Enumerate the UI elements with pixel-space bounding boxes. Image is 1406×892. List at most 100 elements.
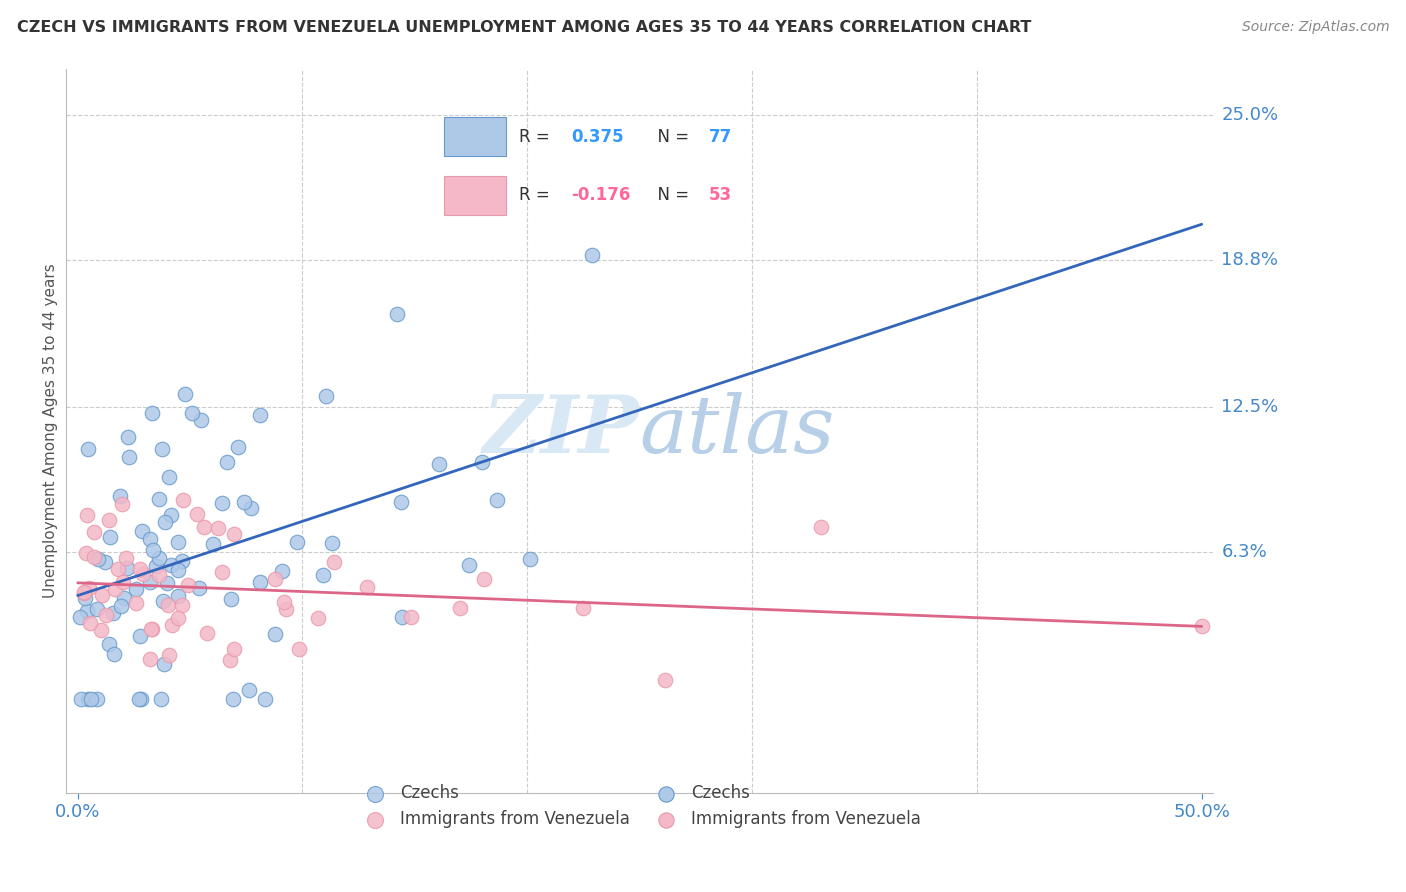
Immigrants from Venezuela bbox=[264, 572, 287, 586]
Czechs bbox=[108, 489, 131, 503]
Immigrants from Venezuela bbox=[97, 513, 120, 527]
Czechs bbox=[215, 455, 238, 469]
Czechs bbox=[98, 530, 121, 544]
Immigrants from Venezuela bbox=[83, 524, 105, 539]
Czechs bbox=[138, 533, 160, 547]
Legend: Czechs, Immigrants from Venezuela, Czechs, Immigrants from Venezuela: Czechs, Immigrants from Venezuela, Czech… bbox=[352, 777, 928, 835]
Immigrants from Venezuela bbox=[356, 580, 378, 594]
Czechs bbox=[93, 555, 115, 569]
Czechs bbox=[312, 568, 335, 582]
Czechs bbox=[128, 692, 150, 706]
Czechs bbox=[76, 692, 98, 706]
Immigrants from Venezuela bbox=[654, 673, 676, 687]
Czechs bbox=[228, 440, 250, 454]
Czechs bbox=[190, 413, 212, 427]
Czechs bbox=[117, 561, 139, 575]
Czechs bbox=[458, 558, 481, 572]
Immigrants from Venezuela bbox=[274, 602, 297, 616]
Czechs bbox=[202, 537, 225, 551]
Czechs bbox=[125, 582, 148, 597]
Immigrants from Venezuela bbox=[90, 588, 112, 602]
Immigrants from Venezuela bbox=[114, 551, 136, 566]
Immigrants from Venezuela bbox=[472, 572, 495, 586]
Czechs bbox=[427, 458, 450, 472]
Immigrants from Venezuela bbox=[219, 653, 242, 667]
Czechs bbox=[157, 470, 180, 484]
Czechs bbox=[103, 648, 125, 662]
Text: CZECH VS IMMIGRANTS FROM VENEZUELA UNEMPLOYMENT AMONG AGES 35 TO 44 YEARS CORREL: CZECH VS IMMIGRANTS FROM VENEZUELA UNEMP… bbox=[17, 20, 1031, 35]
Text: 12.5%: 12.5% bbox=[1222, 398, 1278, 417]
Czechs bbox=[471, 455, 494, 469]
Czechs bbox=[129, 629, 152, 643]
Immigrants from Venezuela bbox=[138, 652, 160, 666]
Immigrants from Venezuela bbox=[288, 642, 311, 657]
Immigrants from Venezuela bbox=[111, 575, 134, 590]
Czechs bbox=[149, 692, 172, 706]
Czechs bbox=[152, 594, 174, 608]
Czechs bbox=[129, 692, 152, 706]
Immigrants from Venezuela bbox=[96, 607, 118, 622]
Czechs bbox=[148, 551, 170, 566]
Czechs bbox=[160, 508, 183, 523]
Immigrants from Venezuela bbox=[104, 582, 127, 597]
Czechs bbox=[141, 406, 163, 420]
Immigrants from Venezuela bbox=[157, 599, 180, 613]
Czechs bbox=[166, 589, 188, 603]
Czechs bbox=[77, 442, 100, 457]
Immigrants from Venezuela bbox=[222, 526, 245, 541]
Czechs bbox=[581, 248, 603, 262]
Text: 25.0%: 25.0% bbox=[1222, 106, 1278, 124]
Czechs bbox=[145, 559, 167, 574]
Immigrants from Venezuela bbox=[177, 578, 200, 592]
Immigrants from Venezuela bbox=[132, 566, 155, 581]
Text: 6.3%: 6.3% bbox=[1222, 543, 1267, 561]
Immigrants from Venezuela bbox=[273, 594, 295, 608]
Immigrants from Venezuela bbox=[172, 599, 194, 613]
Czechs bbox=[86, 692, 108, 706]
Immigrants from Venezuela bbox=[75, 546, 97, 560]
Immigrants from Venezuela bbox=[160, 618, 183, 632]
Czechs bbox=[117, 450, 139, 464]
Czechs bbox=[181, 406, 204, 420]
Y-axis label: Unemployment Among Ages 35 to 44 years: Unemployment Among Ages 35 to 44 years bbox=[44, 263, 58, 598]
Czechs bbox=[156, 576, 179, 591]
Immigrants from Venezuela bbox=[1191, 619, 1213, 633]
Czechs bbox=[285, 535, 308, 549]
Czechs bbox=[270, 564, 292, 578]
Immigrants from Venezuela bbox=[197, 626, 219, 640]
Immigrants from Venezuela bbox=[73, 585, 96, 599]
Czechs bbox=[233, 495, 256, 509]
Text: 18.8%: 18.8% bbox=[1222, 251, 1278, 269]
Czechs bbox=[73, 591, 96, 605]
Immigrants from Venezuela bbox=[207, 521, 229, 535]
Immigrants from Venezuela bbox=[125, 596, 148, 610]
Czechs bbox=[387, 307, 409, 321]
Immigrants from Venezuela bbox=[141, 623, 163, 637]
Immigrants from Venezuela bbox=[76, 508, 98, 523]
Immigrants from Venezuela bbox=[157, 648, 180, 662]
Immigrants from Venezuela bbox=[77, 581, 100, 595]
Czechs bbox=[238, 683, 260, 698]
Czechs bbox=[150, 442, 173, 456]
Czechs bbox=[131, 524, 153, 539]
Czechs bbox=[187, 581, 209, 595]
Czechs bbox=[142, 543, 165, 558]
Czechs bbox=[148, 491, 170, 506]
Czechs bbox=[86, 551, 108, 566]
Immigrants from Venezuela bbox=[73, 586, 96, 600]
Czechs bbox=[170, 554, 193, 568]
Czechs bbox=[86, 602, 108, 616]
Czechs bbox=[211, 496, 233, 510]
Czechs bbox=[155, 515, 177, 529]
Czechs bbox=[110, 599, 132, 614]
Immigrants from Venezuela bbox=[111, 498, 134, 512]
Immigrants from Venezuela bbox=[83, 549, 105, 564]
Immigrants from Venezuela bbox=[79, 615, 101, 630]
Immigrants from Venezuela bbox=[810, 519, 832, 533]
Immigrants from Venezuela bbox=[186, 507, 208, 521]
Text: ZIP: ZIP bbox=[482, 392, 640, 469]
Czechs bbox=[69, 609, 91, 624]
Czechs bbox=[486, 493, 509, 508]
Czechs bbox=[70, 692, 93, 706]
Immigrants from Venezuela bbox=[222, 642, 245, 657]
